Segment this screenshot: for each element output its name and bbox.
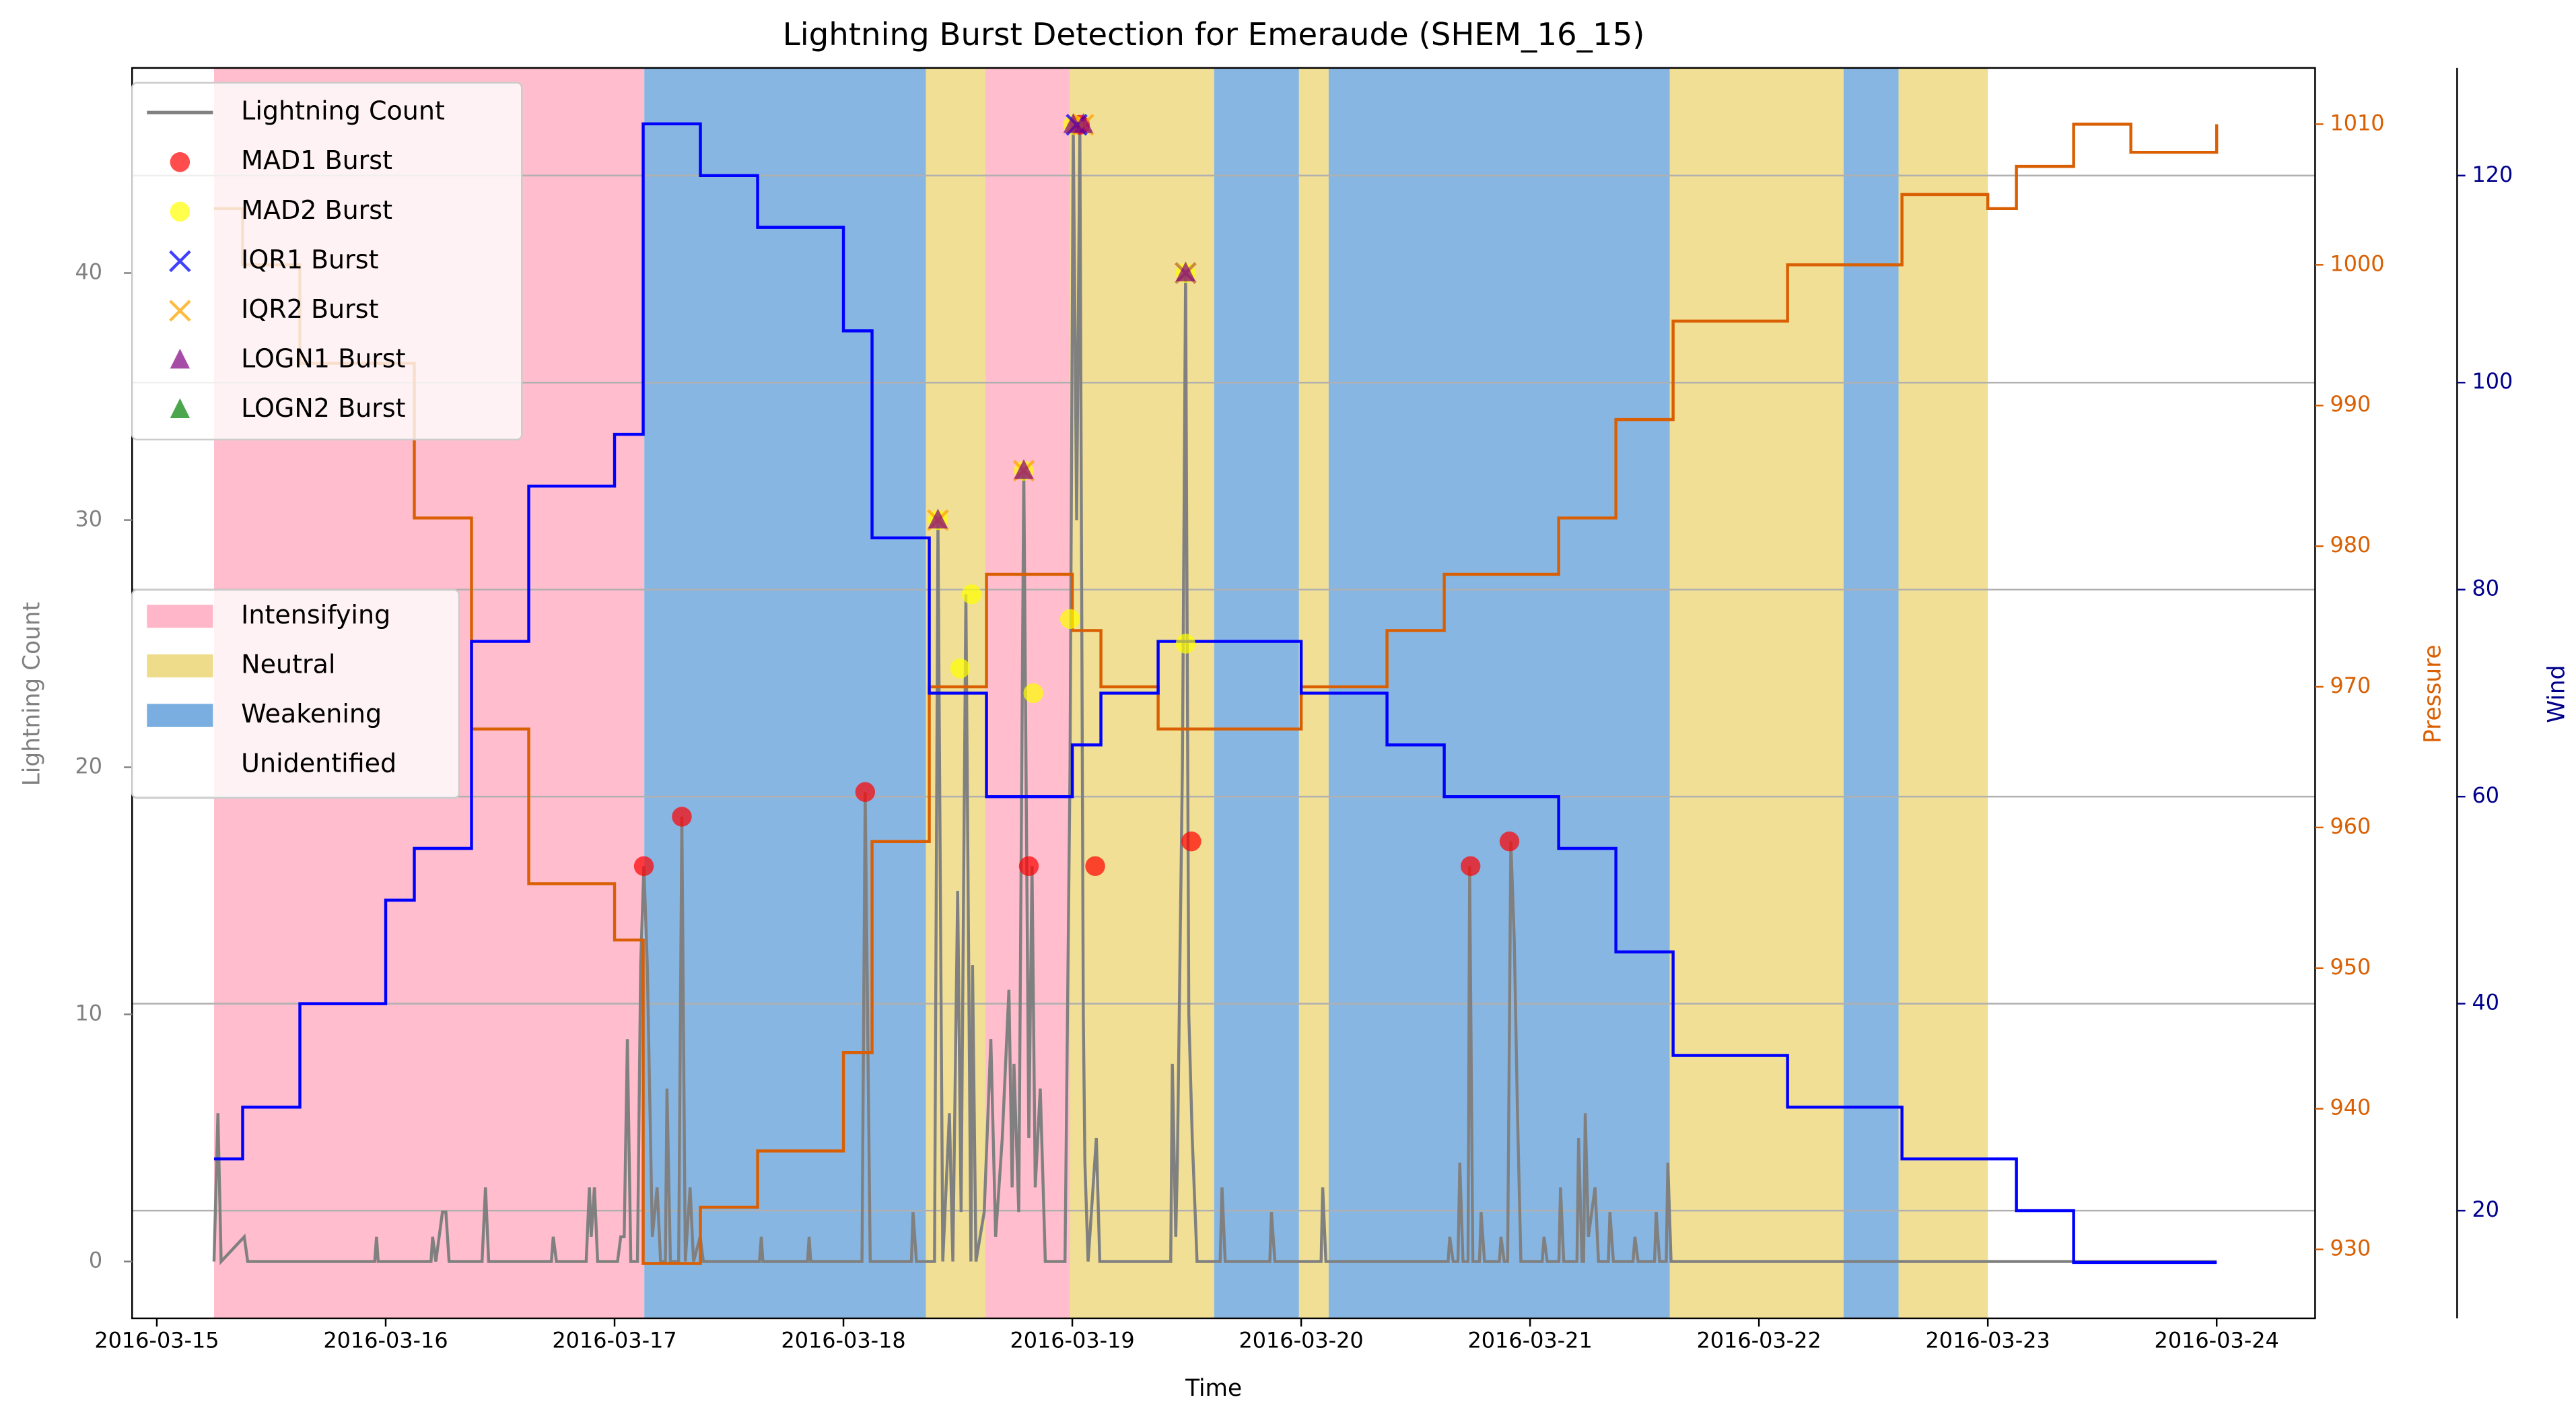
legend-marker xyxy=(169,300,191,322)
legend-marker xyxy=(170,151,190,172)
burst-point xyxy=(1023,683,1043,704)
x-tick-label: 2016-03-16 xyxy=(323,1327,448,1353)
chart-title: Lightning Burst Detection for Emeraude (… xyxy=(783,16,1645,53)
y3-tick-label: 120 xyxy=(2472,162,2513,187)
legend-label: Neutral xyxy=(241,649,335,679)
legend-label: MAD2 Burst xyxy=(241,195,392,225)
x-tick-label: 2016-03-24 xyxy=(2155,1327,2279,1353)
x-tick-label: 2016-03-17 xyxy=(552,1327,676,1353)
step-line xyxy=(213,123,2219,1265)
phase-span xyxy=(1898,67,1988,1318)
step-line xyxy=(213,122,2217,1265)
burst-point xyxy=(1073,113,1094,133)
burst-point xyxy=(1181,831,1202,852)
y-tick-label: 40 xyxy=(75,259,103,285)
y3-tick-label: 20 xyxy=(2472,1196,2499,1222)
x-tick-label: 2016-03-18 xyxy=(781,1327,905,1353)
y2-tick-label: 960 xyxy=(2330,813,2371,839)
plot-points xyxy=(633,113,1520,877)
x-tick-label: 2016-03-21 xyxy=(1467,1327,1592,1353)
legend-marker xyxy=(170,348,190,369)
burst-point xyxy=(961,584,982,605)
x-axis-label: Time xyxy=(1185,1375,1242,1402)
legend-patch xyxy=(147,704,213,727)
legends: Lightning Count MAD1 Burst MAD2 Burst IQR1 … xyxy=(131,81,523,799)
burst-point xyxy=(1499,831,1520,852)
legend-patch xyxy=(147,654,213,678)
x-tick-label: 2016-03-19 xyxy=(1010,1327,1134,1353)
y-tick-label: 0 xyxy=(89,1248,102,1273)
burst-point xyxy=(855,782,876,802)
x-tick-label: 2016-03-20 xyxy=(1239,1327,1363,1353)
y-tick-label: 30 xyxy=(75,506,103,532)
legend-label: MAD1 Burst xyxy=(241,145,392,175)
legend-marker xyxy=(170,398,190,418)
y-tick-label: 20 xyxy=(75,753,103,779)
phase-span xyxy=(1843,67,1899,1318)
burst-point xyxy=(950,659,971,679)
y2-tick-label: 950 xyxy=(2330,954,2371,980)
legend-box xyxy=(131,588,460,799)
y-axis-label: Lightning Count xyxy=(19,602,46,786)
burst-point xyxy=(1059,609,1080,630)
x-tick-label: 2016-03-15 xyxy=(94,1327,219,1353)
y2-axis-label: Pressure xyxy=(2420,644,2447,743)
burst-point xyxy=(1175,261,1196,281)
y2-tick-label: 940 xyxy=(2330,1095,2371,1120)
y3-tick-label: 100 xyxy=(2472,368,2513,394)
phase-span xyxy=(1214,67,1299,1318)
burst-point xyxy=(1175,634,1196,654)
y2-tick-label: 990 xyxy=(2330,391,2371,417)
y2-tick-label: 1010 xyxy=(2330,110,2384,135)
burst-point xyxy=(672,807,692,827)
y-tick-label: 10 xyxy=(75,1001,103,1026)
y2-tick-label: 930 xyxy=(2330,1236,2371,1261)
burst-point xyxy=(1018,856,1039,877)
legend-marker xyxy=(170,201,190,222)
legend-patch xyxy=(147,753,213,777)
legend-label: Intensifying xyxy=(241,600,390,630)
burst-point xyxy=(1014,459,1034,479)
x-tick-label: 2016-03-23 xyxy=(1926,1327,2050,1353)
y3-tick-label: 80 xyxy=(2472,576,2499,601)
burst-point xyxy=(1460,856,1481,877)
y2-tick-label: 1000 xyxy=(2330,250,2384,276)
legend-label: LOGN1 Burst xyxy=(241,344,405,374)
phase-span xyxy=(1669,67,1844,1318)
burst-point xyxy=(928,508,948,529)
y3-tick-label: 40 xyxy=(2472,990,2499,1015)
legend-label: Weakening xyxy=(241,699,382,729)
y3-tick-label: 60 xyxy=(2472,782,2499,808)
y2-tick-label: 970 xyxy=(2330,673,2371,698)
legend-label: Lightning Count xyxy=(241,96,445,126)
burst-point xyxy=(633,856,654,877)
burst-point xyxy=(1085,856,1105,877)
legend-box xyxy=(131,81,523,441)
y3-axis-label: Wind xyxy=(2544,665,2571,723)
y2-tick-label: 980 xyxy=(2330,532,2371,558)
legend-marker xyxy=(169,250,191,273)
legend-patch xyxy=(147,605,213,628)
legend-label: IQR2 Burst xyxy=(241,294,378,324)
phase-span xyxy=(644,67,926,1318)
legend-label: Unidentified xyxy=(241,749,396,778)
legend-label: LOGN2 Burst xyxy=(241,393,405,423)
x-tick-label: 2016-03-22 xyxy=(1697,1327,1821,1353)
legend-label: IQR1 Burst xyxy=(241,244,378,274)
